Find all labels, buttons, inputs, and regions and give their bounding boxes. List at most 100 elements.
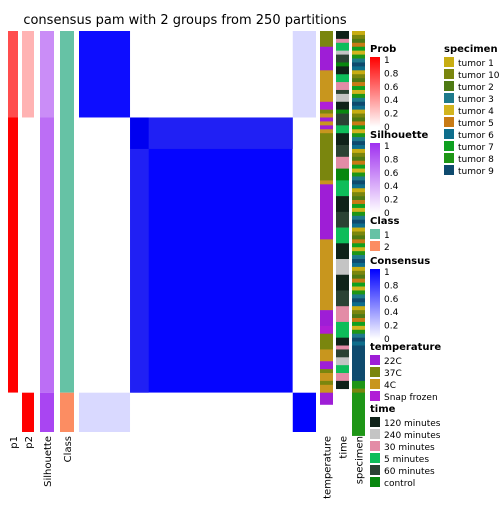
temperature-cell xyxy=(320,239,333,311)
specimen-cell xyxy=(352,54,365,59)
time-cell xyxy=(336,168,349,181)
specimen-cell xyxy=(352,294,365,299)
specimen-legend-label: tumor 7 xyxy=(458,143,494,153)
temperature-cell xyxy=(320,392,333,405)
specimen-cell xyxy=(352,329,365,335)
specimen-legend-swatch xyxy=(444,105,454,115)
consensus-cell xyxy=(130,117,293,393)
class-legend-title: Class xyxy=(370,216,399,227)
temperature-cell xyxy=(320,349,333,362)
consensus-cell xyxy=(292,31,316,118)
time-cell xyxy=(336,156,349,169)
p2-cell xyxy=(22,31,34,118)
specimen-cell xyxy=(352,188,365,193)
time-cell xyxy=(336,380,349,390)
consensus-legend-title: Consensus xyxy=(370,256,430,267)
specimen-cell xyxy=(352,231,365,236)
specimen-legend-swatch xyxy=(444,57,454,67)
specimen-legend-swatch xyxy=(444,141,454,151)
silhouette-cell xyxy=(40,392,54,432)
consensus-cell xyxy=(292,117,316,393)
silhouette-legend-tick: 0 xyxy=(384,209,390,219)
temperature-cell xyxy=(320,361,333,370)
temperature-legend-swatch xyxy=(370,355,380,365)
specimen-cell xyxy=(352,168,365,173)
time-cell xyxy=(336,373,349,382)
column-label-silhouette: Silhouette xyxy=(43,436,54,487)
temperature-cell xyxy=(320,333,333,350)
specimen-cell xyxy=(352,388,365,393)
specimen-cell xyxy=(352,113,365,118)
specimen-legend-label: tumor 3 xyxy=(458,95,494,105)
specimen-cell xyxy=(352,125,365,130)
time-cell xyxy=(336,306,349,323)
column-labels: p1 p2 Silhouette Class temperature time specim… xyxy=(9,436,366,499)
column-label-specimen: specimen xyxy=(355,436,366,484)
time-legend-swatch xyxy=(370,465,380,475)
silhouette-legend-title: Silhouette xyxy=(370,130,429,141)
specimen-cell xyxy=(352,282,365,287)
prob-legend-tick: 0.6 xyxy=(384,83,399,93)
consensus-legend-tick: 0.6 xyxy=(384,295,399,305)
time-cell xyxy=(336,31,349,40)
consensus-subblock xyxy=(130,148,149,393)
specimen-cell xyxy=(352,314,365,319)
time-cell xyxy=(336,125,349,134)
temperature-cell xyxy=(320,180,333,185)
silhouette-legend-tick: 1 xyxy=(384,142,390,152)
time-legend-title: time xyxy=(370,404,396,415)
legends: Prob10.80.60.40.20Silhouette10.80.60.40.… xyxy=(370,44,500,489)
time-cell xyxy=(336,365,349,374)
time-cell xyxy=(336,243,349,260)
specimen-cell xyxy=(352,392,365,436)
specimen-cell xyxy=(352,46,365,51)
specimen-cell xyxy=(352,148,365,154)
specimen-legend-label: tumor 5 xyxy=(458,119,494,129)
time-cell xyxy=(336,50,349,55)
consensus-cell xyxy=(79,392,131,432)
specimen-cell xyxy=(352,251,365,256)
silhouette-legend-tick: 0.6 xyxy=(384,169,399,179)
temperature-cell xyxy=(320,373,333,382)
specimen-cell xyxy=(352,70,365,75)
specimen-cell xyxy=(352,325,365,331)
column-label-p1: p1 xyxy=(9,436,20,449)
specimen-cell xyxy=(352,196,365,201)
specimen-cell xyxy=(352,74,365,79)
specimen-cell xyxy=(352,317,365,323)
specimen-cell xyxy=(352,298,365,303)
specimen-cell xyxy=(352,172,365,177)
specimen-cell xyxy=(352,341,365,346)
p1-cell xyxy=(8,117,18,393)
time-legend-label: 120 minutes xyxy=(384,419,441,429)
specimen-cell xyxy=(352,200,365,205)
time-cell xyxy=(336,349,349,358)
consensus-legend-tick: 0.4 xyxy=(384,308,399,318)
time-legend-label: 30 minutes xyxy=(384,443,435,453)
silhouette-legend-tick: 0.2 xyxy=(384,196,398,206)
specimen-cell xyxy=(352,156,365,162)
consensus-subblock xyxy=(148,117,293,149)
class-legend-label: 2 xyxy=(384,243,390,253)
specimen-cell xyxy=(352,31,365,36)
column-label-p2: p2 xyxy=(24,436,35,449)
specimen-legend-label: tumor 9 xyxy=(458,167,494,177)
time-legend-swatch xyxy=(370,441,380,451)
temperature-legend-label: 22C xyxy=(384,357,402,367)
specimen-cell xyxy=(352,66,365,71)
temperature-cell xyxy=(320,184,333,240)
specimen-cell xyxy=(352,203,365,209)
p1-cell xyxy=(8,31,18,118)
specimen-legend-swatch xyxy=(444,117,454,127)
temperature-legend-label: 37C xyxy=(384,369,402,379)
specimen-legend-label: tumor 10 xyxy=(458,71,500,81)
specimen-cell xyxy=(352,345,365,377)
silhouette-legend-tick: 0.4 xyxy=(384,182,399,192)
specimen-cell xyxy=(352,270,365,276)
specimen-cell xyxy=(352,207,365,213)
temperature-cell xyxy=(320,369,333,374)
time-cell xyxy=(336,290,349,307)
specimen-cell xyxy=(352,50,365,55)
specimen-legend-swatch xyxy=(444,69,454,79)
